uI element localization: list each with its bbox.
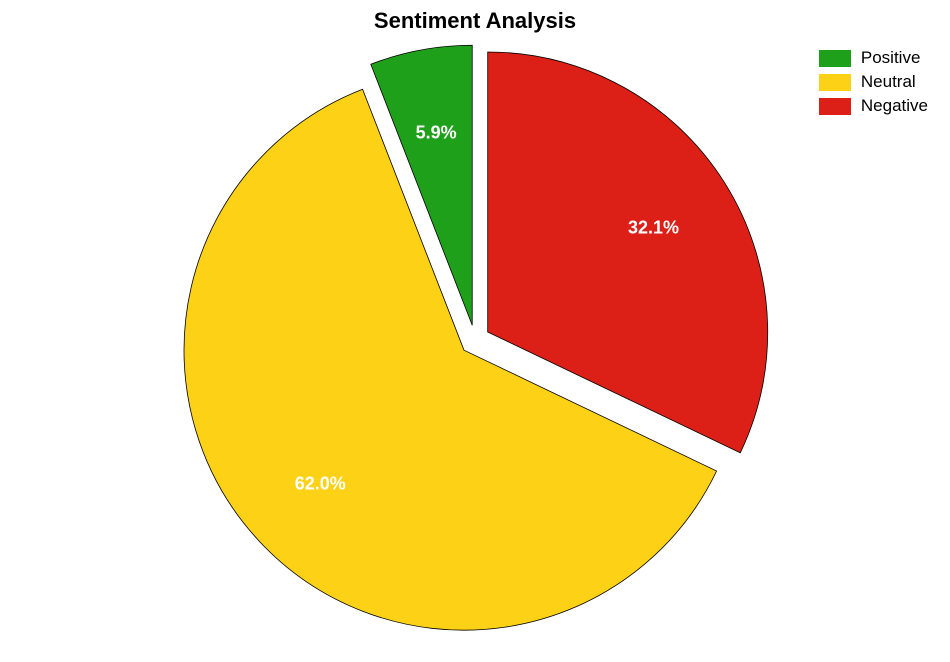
pie-slice-label-neutral: 62.0% — [295, 473, 346, 493]
pie-slice-label-negative: 32.1% — [628, 218, 679, 238]
legend-swatch — [819, 74, 851, 91]
legend-swatch — [819, 98, 851, 115]
legend-item-positive: Positive — [819, 48, 928, 68]
legend-item-negative: Negative — [819, 96, 928, 116]
legend-label: Positive — [861, 48, 921, 68]
legend-item-neutral: Neutral — [819, 72, 928, 92]
legend-label: Negative — [861, 96, 928, 116]
legend: Positive Neutral Negative — [819, 48, 928, 120]
legend-label: Neutral — [861, 72, 916, 92]
pie-slice-label-positive: 5.9% — [416, 123, 457, 143]
legend-swatch — [819, 50, 851, 67]
pie-chart: 32.1% 62.0% 5.9% — [0, 0, 950, 662]
